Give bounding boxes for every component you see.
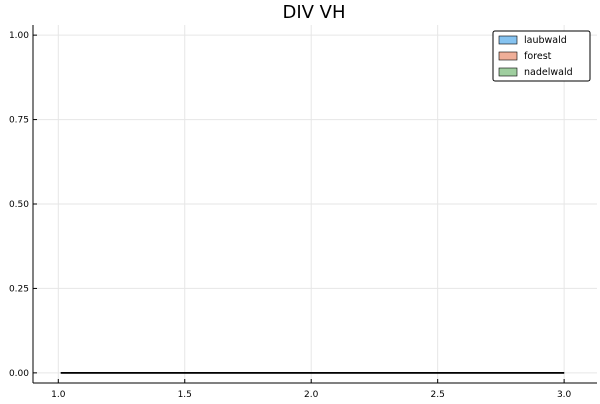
x-tick-label: 2.0 — [304, 390, 319, 400]
legend-swatch-laubwald — [498, 35, 518, 45]
y-tick-label: 0.75 — [9, 116, 29, 126]
legend-label-nadelwald: nadelwald — [524, 67, 573, 78]
y-tick-label: 0.25 — [9, 284, 29, 294]
x-tick-label: 1.0 — [51, 390, 66, 400]
chart-title: DIV VH — [282, 2, 345, 23]
y-tick-label: 0.00 — [9, 369, 29, 379]
y-tick-label: 1.00 — [9, 31, 29, 41]
legend-label-laubwald: laubwald — [524, 35, 567, 46]
x-tick-label: 2.5 — [430, 390, 444, 400]
legend-label-forest: forest — [524, 51, 552, 62]
legend-swatch-nadelwald — [498, 67, 518, 77]
axes: 1.0 1.5 2.0 2.5 3.0 0.00 0.25 0.50 0.75 1.00 — [9, 25, 597, 400]
y-tick-label: 0.50 — [9, 200, 29, 210]
x-tick-label: 3.0 — [557, 390, 572, 400]
x-tick-label: 1.5 — [178, 390, 192, 400]
legend: laubwald forest nadelwald — [492, 30, 591, 82]
legend-swatch-forest — [498, 51, 518, 61]
